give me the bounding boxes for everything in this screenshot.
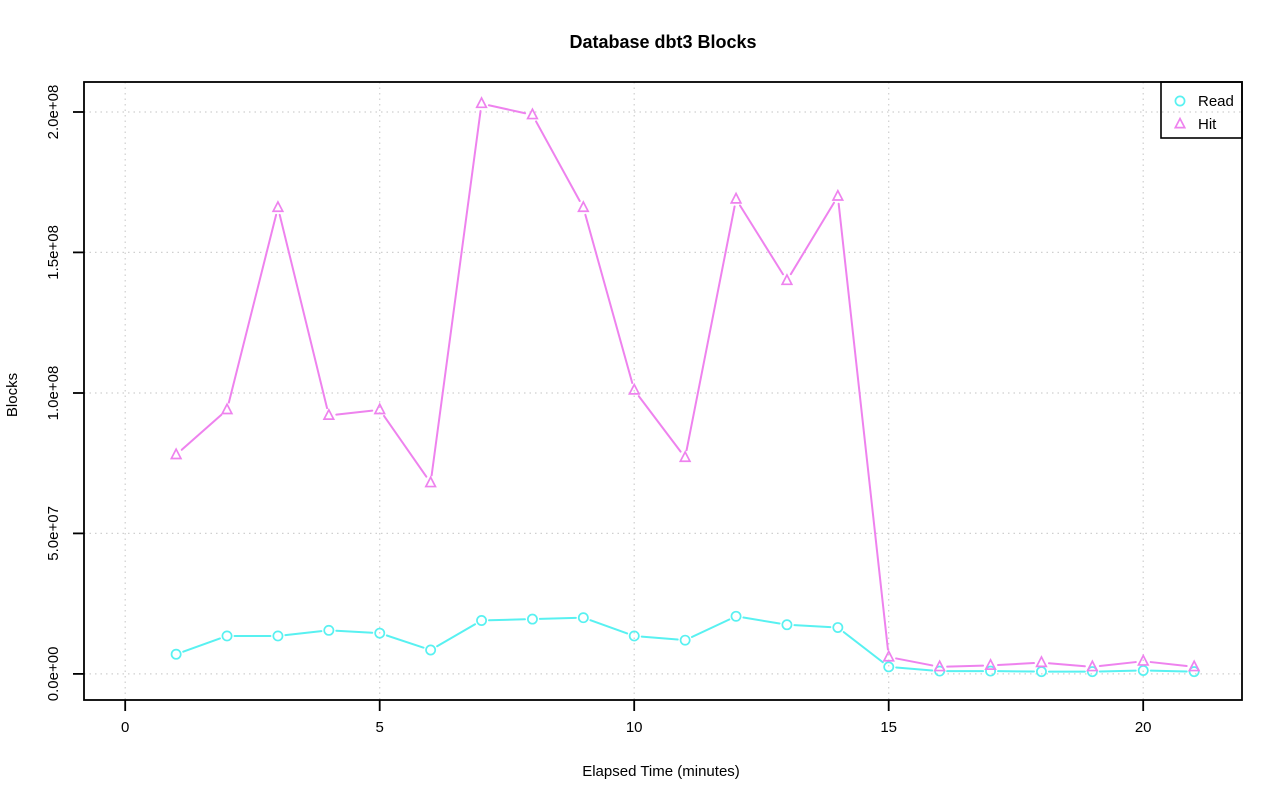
read-series-segment xyxy=(794,625,830,627)
hit-marker xyxy=(222,404,232,413)
read-marker xyxy=(324,626,333,635)
read-series-segment xyxy=(1151,671,1187,672)
read-marker xyxy=(731,612,740,621)
hit-series-segment xyxy=(585,215,632,383)
y-tick-label: 2.0e+08 xyxy=(45,85,62,140)
read-series-segment xyxy=(387,636,424,648)
hit-marker xyxy=(324,410,334,419)
hit-marker xyxy=(680,452,690,461)
read-series-segment xyxy=(183,638,220,651)
hit-marker xyxy=(884,651,894,660)
hit-series-segment xyxy=(536,121,580,201)
legend-label-hit: Hit xyxy=(1198,116,1217,133)
hit-series-segment xyxy=(182,415,222,450)
hit-marker xyxy=(1189,661,1199,670)
read-series-segment xyxy=(844,632,883,662)
hit-series-segment xyxy=(896,658,932,665)
read-marker xyxy=(426,645,435,654)
hit-series-segment xyxy=(998,663,1034,665)
read-series-segment xyxy=(590,620,627,633)
x-tick-label: 20 xyxy=(1135,719,1152,736)
hit-marker xyxy=(171,449,181,458)
read-marker xyxy=(528,614,537,623)
hit-series-segment xyxy=(229,215,276,403)
hit-marker xyxy=(426,477,436,486)
hit-series-segment xyxy=(1151,662,1187,666)
x-tick-label: 15 xyxy=(880,719,897,736)
read-series-segment xyxy=(896,667,932,670)
hit-marker xyxy=(782,275,792,284)
read-marker xyxy=(681,636,690,645)
hit-marker xyxy=(273,202,283,211)
plot-frame xyxy=(84,82,1242,700)
hit-series-segment xyxy=(1049,663,1085,666)
read-series-segment xyxy=(285,631,321,635)
x-tick-label: 0 xyxy=(121,719,129,736)
hit-series-segment xyxy=(639,396,681,451)
y-axis: 0.0e+00 5.0e+07 1.0e+08 1.5e+08 2.0e+08 … xyxy=(4,85,84,702)
hit-marker xyxy=(477,98,487,107)
y-axis-label: Blocks xyxy=(4,373,21,417)
read-marker xyxy=(884,662,893,671)
read-marker xyxy=(477,616,486,625)
read-series-segment xyxy=(336,631,372,633)
hit-marker xyxy=(731,194,741,203)
hit-marker xyxy=(1037,657,1047,666)
y-tick-label: 0.0e+00 xyxy=(45,647,62,702)
x-axis-label: Elapsed Time (minutes) xyxy=(582,763,740,780)
y-tick-label: 1.5e+08 xyxy=(45,225,62,280)
hit-series-segment xyxy=(489,105,525,113)
hit-series-segment xyxy=(947,666,983,667)
x-tick-label: 5 xyxy=(376,719,384,736)
series-layer xyxy=(171,98,1199,676)
read-marker xyxy=(1037,667,1046,676)
hit-marker xyxy=(579,202,589,211)
read-marker xyxy=(833,623,842,632)
y-tick-label: 1.0e+08 xyxy=(45,366,62,421)
hit-series-segment xyxy=(687,206,735,450)
read-series-segment xyxy=(489,619,525,620)
read-series-segment xyxy=(1100,671,1136,672)
hit-series-segment xyxy=(740,205,783,274)
hit-marker xyxy=(986,660,996,669)
read-series-segment xyxy=(540,618,576,619)
legend-hit-marker xyxy=(1175,119,1184,128)
hit-series-segment xyxy=(1100,662,1136,666)
read-marker xyxy=(273,631,282,640)
read-marker xyxy=(782,620,791,629)
legend-label-read: Read xyxy=(1198,93,1234,110)
read-series-segment xyxy=(743,618,779,624)
chart-title: Database dbt3 Blocks xyxy=(569,32,756,52)
read-series-segment xyxy=(692,619,729,637)
read-marker xyxy=(222,631,231,640)
hit-series-segment xyxy=(336,411,372,415)
hit-marker xyxy=(528,109,538,118)
hit-series-segment xyxy=(384,416,426,477)
legend-read-marker xyxy=(1175,96,1184,105)
hit-series-segment xyxy=(432,111,481,475)
gridlines xyxy=(84,82,1242,700)
hit-series-segment xyxy=(791,203,834,274)
hit-marker xyxy=(1088,661,1098,670)
read-series-segment xyxy=(642,637,678,640)
read-marker xyxy=(172,650,181,659)
hit-series-segment xyxy=(280,215,327,408)
read-series-segment xyxy=(437,624,475,646)
x-axis: 0 5 10 15 20 Elapsed Time (minutes) xyxy=(121,700,1152,780)
x-tick-label: 10 xyxy=(626,719,643,736)
hit-series-segment xyxy=(839,204,888,650)
legend: Read Hit xyxy=(1161,82,1242,138)
read-marker xyxy=(579,613,588,622)
hit-marker xyxy=(833,191,843,200)
y-tick-label: 5.0e+07 xyxy=(45,506,62,561)
